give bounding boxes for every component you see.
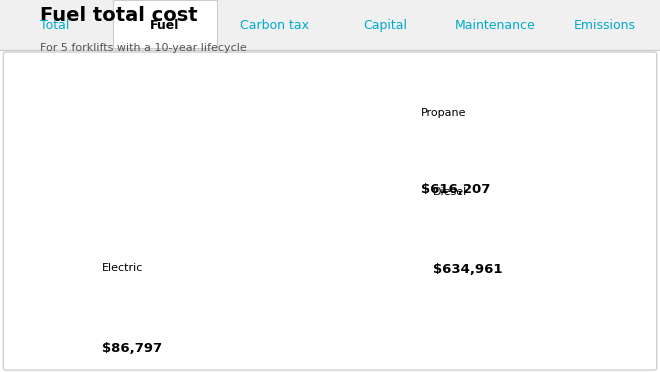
Text: Fuel total cost: Fuel total cost [40,6,197,25]
Text: $634,961: $634,961 [433,263,502,276]
Bar [40,291,92,329]
Text: Electric: Electric [102,263,143,273]
Text: $86,797: $86,797 [102,342,162,355]
Bar [40,133,411,170]
Text: Emissions: Emissions [574,19,636,32]
Text: Diesel: Diesel [433,187,467,197]
Text: For 5 forklifts with a 10-year lifecycle: For 5 forklifts with a 10-year lifecycle [40,43,246,53]
Text: Capital: Capital [363,19,407,32]
Text: $616,207: $616,207 [421,183,491,196]
Text: Carbon tax: Carbon tax [240,19,310,32]
Text: Maintenance: Maintenance [455,19,535,32]
Bar [40,212,423,250]
Text: Fuel: Fuel [150,19,180,32]
Text: Propane: Propane [421,108,467,118]
Text: Total: Total [40,19,70,32]
